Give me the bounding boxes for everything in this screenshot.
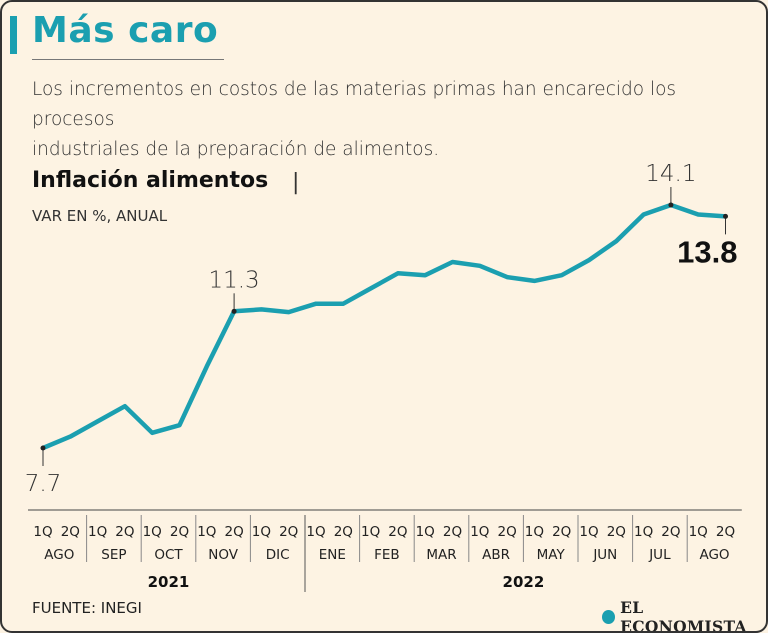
- subtitle-line-1: Los incrementos en costos de las materia…: [32, 79, 677, 130]
- tick-label-1q-11: 1Q: [634, 524, 653, 540]
- month-label-5: ENE: [319, 547, 346, 563]
- tick-label-1q-0: 1Q: [33, 524, 52, 540]
- tick-label-2q-11: 2Q: [661, 524, 680, 540]
- tick-label-2q-1: 2Q: [115, 524, 134, 540]
- globe-icon: [602, 610, 616, 624]
- chart-title-separator: |: [292, 170, 300, 195]
- month-label-4: DIC: [266, 547, 290, 563]
- month-label-8: ABR: [482, 547, 510, 563]
- tick-label-1q-7: 1Q: [416, 524, 435, 540]
- tick-label-2q-0: 2Q: [61, 524, 80, 540]
- tick-label-1q-12: 1Q: [689, 524, 708, 540]
- tick-label-2q-6: 2Q: [388, 524, 407, 540]
- chart-title: Inflación alimentos: [32, 168, 269, 193]
- tick-label-2q-9: 2Q: [552, 524, 571, 540]
- month-label-10: JUN: [592, 547, 617, 563]
- data-label-1: 11.3: [208, 267, 259, 293]
- tick-label-2q-3: 2Q: [224, 524, 243, 540]
- tick-label-2q-2: 2Q: [170, 524, 189, 540]
- year-label-2021: 2021: [148, 573, 190, 591]
- title-underline: [32, 59, 224, 60]
- month-label-11: JUL: [648, 547, 671, 563]
- chart-subtitle: VAR EN %, ANUAL: [32, 207, 168, 225]
- month-label-6: FEB: [374, 547, 400, 563]
- tick-label-1q-1: 1Q: [88, 524, 107, 540]
- annotation-dot-0: [40, 445, 46, 451]
- tick-label-2q-8: 2Q: [497, 524, 516, 540]
- annotation-dot-3: [723, 213, 728, 219]
- tick-label-2q-7: 2Q: [443, 524, 462, 540]
- tick-label-2q-10: 2Q: [607, 524, 626, 540]
- month-label-1: SEP: [101, 547, 126, 563]
- tick-label-1q-9: 1Q: [525, 524, 544, 540]
- tick-label-1q-2: 1Q: [143, 524, 162, 540]
- month-label-3: NOV: [208, 547, 238, 563]
- annotation-dot-2: [668, 202, 674, 208]
- tick-label-2q-4: 2Q: [279, 524, 298, 540]
- annotation-dot-1: [231, 308, 237, 314]
- series-line: [40, 202, 728, 451]
- year-label-2022: 2022: [503, 573, 545, 591]
- month-label-2: OCT: [154, 547, 183, 563]
- tick-label-2q-5: 2Q: [334, 524, 353, 540]
- source-note: FUENTE: INEGI: [32, 599, 142, 617]
- title-accent-bar: [10, 16, 17, 54]
- month-label-9: MAY: [537, 547, 566, 563]
- publisher-logo: EL ECONOMISTA: [602, 598, 766, 633]
- data-label-2: 14.1: [645, 161, 696, 187]
- subtitle: Los incrementos en costos de las materia…: [32, 75, 732, 165]
- month-label-0: AGO: [44, 547, 74, 563]
- tick-label-1q-6: 1Q: [361, 524, 380, 540]
- tick-label-1q-5: 1Q: [306, 524, 325, 540]
- tick-label-1q-3: 1Q: [197, 524, 216, 540]
- tick-label-1q-10: 1Q: [579, 524, 598, 540]
- month-label-7: MAR: [426, 547, 456, 563]
- data-label-3: 13.8: [677, 234, 737, 269]
- tick-label-1q-4: 1Q: [252, 524, 271, 540]
- tick-label-2q-12: 2Q: [716, 524, 735, 540]
- subtitle-line-2: industriales de la preparación de alimen…: [32, 139, 440, 160]
- publisher-name: EL ECONOMISTA: [620, 598, 747, 633]
- tick-label-1q-8: 1Q: [470, 524, 489, 540]
- page-title: Más caro: [32, 10, 219, 51]
- month-label-12: AGO: [699, 547, 729, 563]
- data-label-0: 7.7: [25, 471, 62, 497]
